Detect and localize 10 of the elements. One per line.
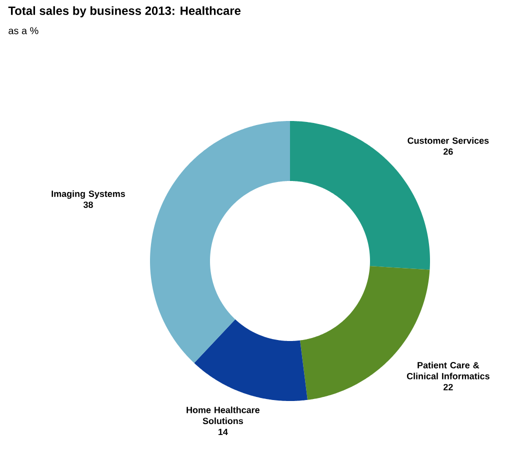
slice-label: Imaging Systems xyxy=(52,190,125,199)
chart-title: Total sales by business 2013: Healthcare xyxy=(8,6,241,18)
slice-label: Customer Services xyxy=(408,137,489,144)
data-label: 26 xyxy=(444,148,453,155)
data-label: 14 xyxy=(218,428,228,435)
slice-label: Patient Care & Clinical Informatics xyxy=(406,362,490,380)
data-label: 22 xyxy=(444,384,453,390)
slice-label: Home Healthcare Solutions xyxy=(186,406,260,424)
chart-subtitle: as a % xyxy=(8,27,38,34)
data-label: 38 xyxy=(83,202,93,208)
